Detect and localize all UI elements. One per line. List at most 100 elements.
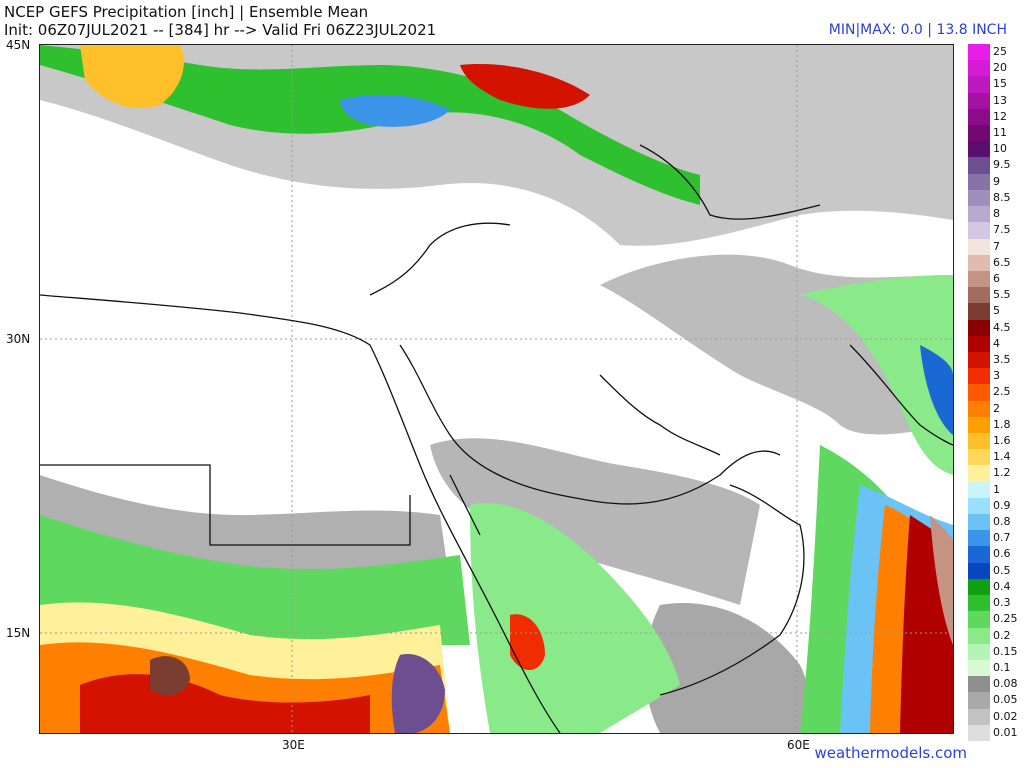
colorbar-label: 11 — [993, 126, 1007, 140]
lon-label-60e: 60E — [787, 738, 810, 752]
title-line-1: NCEP GEFS Precipitation [inch] | Ensembl… — [4, 3, 369, 21]
colorbar-swatch — [968, 562, 990, 579]
colorbar-swatch — [968, 546, 990, 563]
colorbar-swatch — [968, 303, 990, 320]
colorbar-label: 9.5 — [993, 158, 1011, 172]
colorbar-swatch — [968, 222, 990, 239]
colorbar-label: 8.5 — [993, 190, 1011, 204]
colorbar-swatch — [968, 724, 990, 741]
colorbar-level: 0.5 — [968, 562, 1024, 579]
colorbar-swatch — [968, 530, 990, 547]
colorbar-swatch — [968, 627, 990, 644]
colorbar-level: 10 — [968, 141, 1024, 158]
colorbar-level: 8 — [968, 206, 1024, 223]
lon-label-30e: 30E — [282, 738, 305, 752]
colorbar-swatch — [968, 659, 990, 677]
colorbar-level: 1.2 — [968, 465, 1024, 482]
colorbar-level: 9 — [968, 173, 1024, 190]
colorbar-label: 0.3 — [993, 596, 1011, 610]
precip-area-red-yemen — [510, 614, 545, 670]
colorbar-label: 12 — [993, 109, 1007, 123]
colorbar-level: 0.9 — [968, 497, 1024, 515]
colorbar-swatch — [968, 595, 990, 612]
colorbar-label: 5 — [993, 304, 1000, 318]
colorbar-level: 4.5 — [968, 319, 1024, 336]
colorbar-swatch — [968, 676, 990, 693]
colorbar-swatch — [968, 708, 990, 725]
precipitation-map-canvas — [40, 45, 953, 733]
colorbar-swatch — [968, 692, 990, 709]
colorbar-swatch — [968, 108, 990, 126]
colorbar-label: 9 — [993, 174, 1000, 188]
colorbar-level: 0.15 — [968, 643, 1024, 660]
colorbar-swatch — [968, 270, 990, 288]
colorbar-level: 25 — [968, 44, 1024, 61]
colorbar-level: 0.01 — [968, 724, 1024, 741]
colorbar-label: 6.5 — [993, 255, 1011, 269]
precip-area-green-india — [800, 275, 953, 475]
lat-label-30n: 30N — [6, 332, 31, 346]
colorbar-level: 2 — [968, 400, 1024, 417]
precip-area-blue-india — [920, 345, 953, 435]
colorbar-label: 0.4 — [993, 579, 1011, 593]
colorbar-label: 0.6 — [993, 547, 1011, 561]
colorbar-label: 0.15 — [993, 644, 1018, 658]
colorbar-label: 0.7 — [993, 531, 1011, 545]
colorbar-label: 13 — [993, 93, 1007, 107]
colorbar-swatch — [968, 514, 990, 531]
colorbar-swatch — [968, 449, 990, 466]
colorbar-level: 0.25 — [968, 611, 1024, 628]
colorbar-level: 1 — [968, 481, 1024, 498]
colorbar-level: 0.3 — [968, 595, 1024, 612]
colorbar-swatch — [968, 287, 990, 304]
colorbar-level: 6 — [968, 270, 1024, 288]
colorbar-level: 11 — [968, 125, 1024, 142]
colorbar-label: 1.4 — [993, 450, 1011, 464]
colorbar-swatch — [968, 76, 990, 93]
colorbar-swatch — [968, 416, 990, 434]
colorbar-label: 2.5 — [993, 385, 1011, 399]
colorbar-swatch — [968, 481, 990, 498]
colorbar-label: 0.25 — [993, 612, 1018, 626]
colorbar-label: 1.6 — [993, 434, 1011, 448]
colorbar-level: 8.5 — [968, 189, 1024, 207]
colorbar-level: 0.2 — [968, 627, 1024, 644]
colorbar-label: 2 — [993, 401, 1000, 415]
colorbar-level: 0.08 — [968, 676, 1024, 693]
colorbar-label: 4 — [993, 336, 1000, 350]
colorbar-label: 3 — [993, 369, 1000, 383]
colorbar-label: 7 — [993, 239, 1000, 253]
colorbar-label: 0.9 — [993, 498, 1011, 512]
colorbar-swatch — [968, 141, 990, 158]
colorbar-level: 0.8 — [968, 514, 1024, 531]
graticule — [40, 45, 953, 733]
colorbar-level: 3 — [968, 368, 1024, 385]
colorbar-swatch — [968, 44, 990, 61]
colorbar-swatch — [968, 335, 990, 352]
colorbar-label: 1.2 — [993, 466, 1011, 480]
lat-label-15n: 15N — [6, 626, 31, 640]
colorbar-level: 9.5 — [968, 157, 1024, 174]
colorbar-level: 2.5 — [968, 384, 1024, 401]
colorbar-swatch — [968, 60, 990, 77]
colorbar-level: 1.6 — [968, 433, 1024, 450]
colorbar-level: 0.05 — [968, 692, 1024, 709]
colorbar-label: 0.01 — [993, 725, 1018, 739]
precip-area-orange-balkans — [80, 45, 184, 109]
colorbar-level: 15 — [968, 76, 1024, 93]
colorbar-level: 1.8 — [968, 416, 1024, 434]
title-line-2: Init: 06Z07JUL2021 -- [384] hr --> Valid… — [4, 21, 437, 39]
colorbar-label: 0.8 — [993, 515, 1011, 529]
colorbar-level: 0.1 — [968, 659, 1024, 677]
precipitation-map — [39, 44, 954, 734]
colorbar-swatch — [968, 92, 990, 109]
colorbar-label: 0.02 — [993, 709, 1018, 723]
colorbar-swatch — [968, 368, 990, 385]
credit-link[interactable]: weathermodels.com — [814, 744, 967, 762]
precip-area-brown-sahel — [150, 656, 190, 696]
colorbar-level: 5.5 — [968, 287, 1024, 304]
colorbar-label: 0.08 — [993, 677, 1018, 691]
colorbar-legend: 25 20 15 13 12 11 10 9.5 9 8.5 8 7.5 7 6.5 6 5.5 5 4.5 4 3.… — [968, 44, 1024, 741]
colorbar-label: 0.1 — [993, 660, 1011, 674]
colorbar-label: 6 — [993, 271, 1000, 285]
